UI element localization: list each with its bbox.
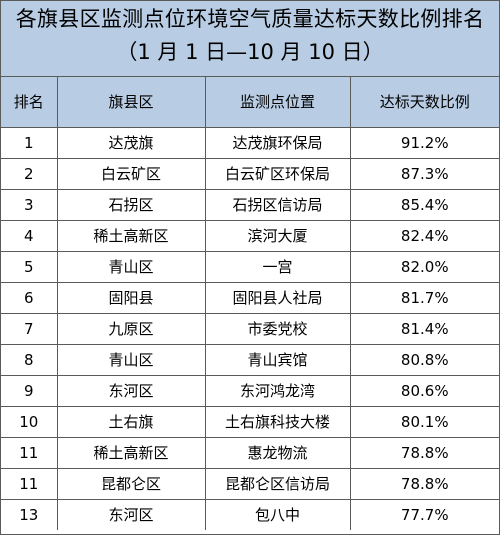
header-ratio: 达标天数比例 xyxy=(349,77,499,128)
table-row: 3 石拐区 石拐区信访局 85.4% xyxy=(1,188,499,221)
county-cell: 青山区 xyxy=(56,250,206,283)
table-row: 10 土右旗 土右旗科技大楼 80.1% xyxy=(1,405,499,438)
county-cell: 稀土高新区 xyxy=(56,436,206,469)
county-cell: 东河区 xyxy=(56,498,206,530)
header-rank: 排名 xyxy=(1,77,58,128)
ranking-table: 排名 旗县区 监测点位置 达标天数比例 1 达茂旗 达茂旗环保局 91.2% 2… xyxy=(1,77,499,530)
site-cell: 市委党校 xyxy=(204,312,351,345)
county-cell: 达茂旗 xyxy=(56,126,206,159)
table-row: 11 稀土高新区 惠龙物流 78.8% xyxy=(1,436,499,469)
site-cell: 青山宾馆 xyxy=(204,343,351,376)
site-cell: 土右旗科技大楼 xyxy=(204,405,351,438)
table-row: 13 东河区 包八中 77.7% xyxy=(1,498,499,530)
rank-cell: 5 xyxy=(1,250,58,283)
table-row: 8 青山区 青山宾馆 80.8% xyxy=(1,343,499,376)
rank-cell: 8 xyxy=(1,343,58,376)
header-row: 排名 旗县区 监测点位置 达标天数比例 xyxy=(1,77,499,128)
table-row: 2 白云矿区 白云矿区环保局 87.3% xyxy=(1,157,499,190)
ratio-cell: 82.4% xyxy=(349,219,499,252)
site-cell: 白云矿区环保局 xyxy=(204,157,351,190)
table-row: 5 青山区 一宫 82.0% xyxy=(1,250,499,283)
county-cell: 土右旗 xyxy=(56,405,206,438)
ratio-cell: 78.8% xyxy=(349,436,499,469)
header-county: 旗县区 xyxy=(56,77,206,128)
county-cell: 固阳县 xyxy=(56,281,206,314)
table-row: 6 固阳县 固阳县人社局 81.7% xyxy=(1,281,499,314)
table-row: 11 昆都仑区 昆都仑区信访局 78.8% xyxy=(1,467,499,500)
table-row: 1 达茂旗 达茂旗环保局 91.2% xyxy=(1,126,499,159)
rank-cell: 11 xyxy=(1,436,58,469)
table-body: 1 达茂旗 达茂旗环保局 91.2% 2 白云矿区 白云矿区环保局 87.3% … xyxy=(1,126,499,530)
ratio-cell: 77.7% xyxy=(349,498,499,530)
ratio-cell: 80.1% xyxy=(349,405,499,438)
county-cell: 九原区 xyxy=(56,312,206,345)
county-cell: 白云矿区 xyxy=(56,157,206,190)
table-row: 4 稀土高新区 滨河大厦 82.4% xyxy=(1,219,499,252)
rank-cell: 6 xyxy=(1,281,58,314)
ratio-cell: 81.4% xyxy=(349,312,499,345)
title-block: 各旗县区监测点位环境空气质量达标天数比例排名 （1 月 1 日—10 月 10 … xyxy=(1,1,499,77)
ratio-cell: 80.8% xyxy=(349,343,499,376)
header-site: 监测点位置 xyxy=(204,77,351,128)
site-cell: 一宫 xyxy=(204,250,351,283)
county-cell: 石拐区 xyxy=(56,188,206,221)
ratio-cell: 85.4% xyxy=(349,188,499,221)
site-cell: 石拐区信访局 xyxy=(204,188,351,221)
site-cell: 固阳县人社局 xyxy=(204,281,351,314)
rank-cell: 13 xyxy=(1,498,58,530)
rank-cell: 1 xyxy=(1,126,58,159)
site-cell: 惠龙物流 xyxy=(204,436,351,469)
rank-cell: 11 xyxy=(1,467,58,500)
rank-cell: 4 xyxy=(1,219,58,252)
ratio-cell: 78.8% xyxy=(349,467,499,500)
ratio-cell: 91.2% xyxy=(349,126,499,159)
rank-cell: 9 xyxy=(1,374,58,407)
county-cell: 青山区 xyxy=(56,343,206,376)
site-cell: 东河鸿龙湾 xyxy=(204,374,351,407)
ratio-cell: 80.6% xyxy=(349,374,499,407)
ratio-cell: 87.3% xyxy=(349,157,499,190)
rank-cell: 2 xyxy=(1,157,58,190)
rank-cell: 7 xyxy=(1,312,58,345)
date-range-subtitle: （1 月 1 日—10 月 10 日） xyxy=(116,40,384,64)
county-cell: 稀土高新区 xyxy=(56,219,206,252)
site-cell: 滨河大厦 xyxy=(204,219,351,252)
county-cell: 昆都仑区 xyxy=(56,467,206,500)
site-cell: 昆都仑区信访局 xyxy=(204,467,351,500)
rank-cell: 10 xyxy=(1,405,58,438)
page-title: 各旗县区监测点位环境空气质量达标天数比例排名 xyxy=(15,7,485,31)
site-cell: 包八中 xyxy=(204,498,351,530)
site-cell: 达茂旗环保局 xyxy=(204,126,351,159)
ratio-cell: 81.7% xyxy=(349,281,499,314)
rank-cell: 3 xyxy=(1,188,58,221)
table-row: 7 九原区 市委党校 81.4% xyxy=(1,312,499,345)
county-cell: 东河区 xyxy=(56,374,206,407)
ratio-cell: 82.0% xyxy=(349,250,499,283)
table-row: 9 东河区 东河鸿龙湾 80.6% xyxy=(1,374,499,407)
